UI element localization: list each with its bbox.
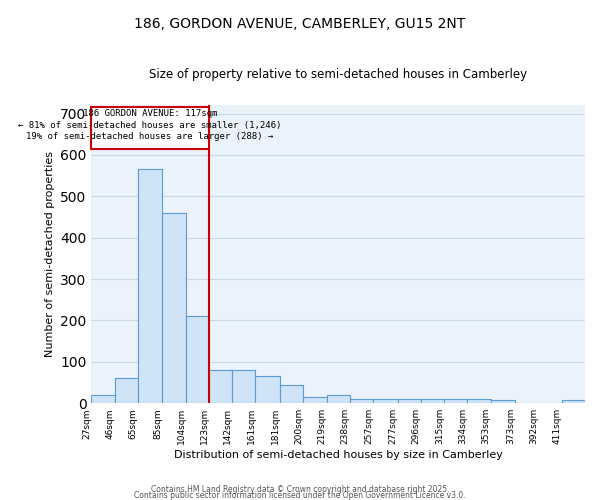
Bar	[256, 376, 280, 403]
Bar	[491, 400, 515, 403]
Text: Contains public sector information licensed under the Open Government Licence v3: Contains public sector information licen…	[134, 490, 466, 500]
Bar	[138, 170, 163, 403]
Text: 19% of semi-detached houses are larger (288) →: 19% of semi-detached houses are larger (…	[26, 132, 274, 141]
Bar	[562, 400, 585, 403]
Bar	[444, 399, 467, 403]
Bar	[350, 399, 373, 403]
Bar	[398, 399, 421, 403]
Text: Contains HM Land Registry data © Crown copyright and database right 2025.: Contains HM Land Registry data © Crown c…	[151, 484, 449, 494]
Bar	[280, 384, 303, 403]
Bar	[373, 399, 398, 403]
X-axis label: Distribution of semi-detached houses by size in Camberley: Distribution of semi-detached houses by …	[174, 450, 503, 460]
Bar	[467, 399, 491, 403]
Bar	[185, 316, 209, 403]
Title: Size of property relative to semi-detached houses in Camberley: Size of property relative to semi-detach…	[149, 68, 527, 80]
Bar	[421, 399, 444, 403]
Text: 186, GORDON AVENUE, CAMBERLEY, GU15 2NT: 186, GORDON AVENUE, CAMBERLEY, GU15 2NT	[134, 18, 466, 32]
Bar	[209, 370, 232, 403]
Y-axis label: Number of semi-detached properties: Number of semi-detached properties	[44, 151, 55, 357]
Bar	[326, 395, 350, 403]
Bar	[163, 213, 185, 403]
Bar	[91, 395, 115, 403]
Text: 186 GORDON AVENUE: 117sqm: 186 GORDON AVENUE: 117sqm	[83, 109, 217, 118]
Bar	[232, 370, 256, 403]
Bar	[91, 108, 209, 148]
Bar	[115, 378, 138, 403]
Text: ← 81% of semi-detached houses are smaller (1,246): ← 81% of semi-detached houses are smalle…	[19, 120, 282, 130]
Bar	[303, 397, 326, 403]
